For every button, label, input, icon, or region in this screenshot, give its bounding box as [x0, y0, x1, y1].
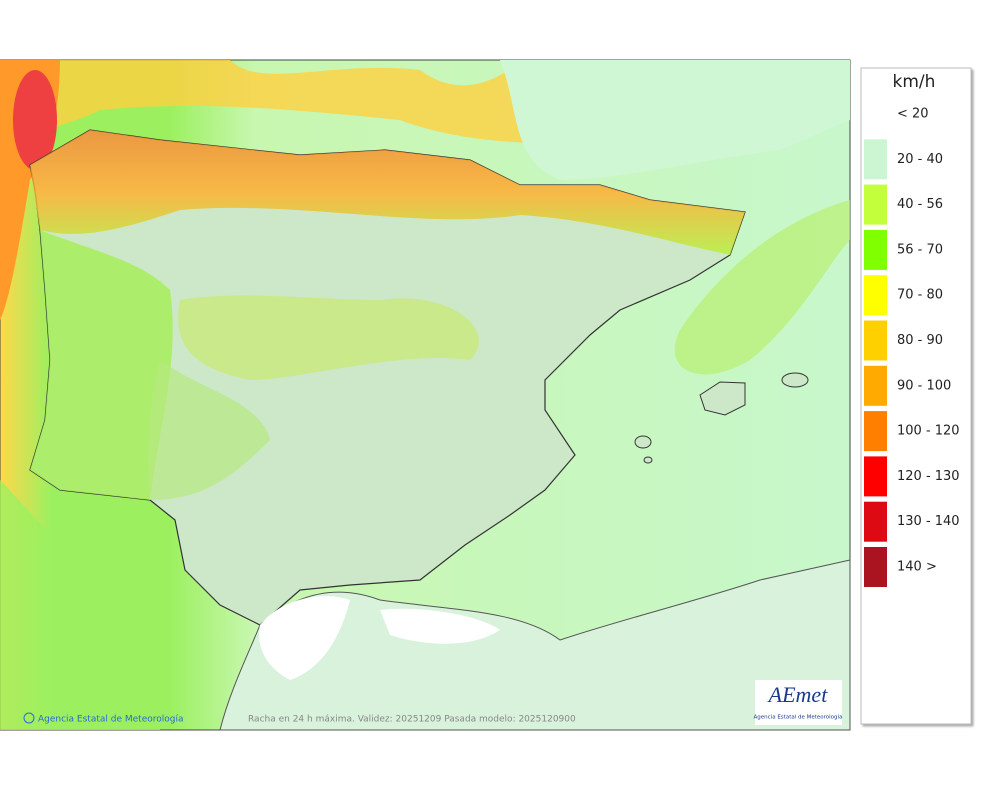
- legend-swatch: [864, 229, 887, 270]
- legend-swatch: [864, 411, 887, 452]
- legend-swatch: [864, 139, 887, 180]
- west-gusts: [148, 360, 270, 500]
- logo-box: [755, 680, 842, 725]
- legend-swatch: [864, 456, 887, 497]
- legend-swatch: [864, 365, 887, 406]
- gulf-gusts: [0, 480, 170, 730]
- logo-name: AEmet: [767, 682, 829, 707]
- legend-swatch: [864, 501, 887, 542]
- legend-label: 20 - 40: [897, 152, 943, 167]
- legend-swatch: [864, 184, 887, 225]
- calm-patch: [259, 596, 350, 680]
- copyright-icon: [23, 712, 35, 724]
- island: [781, 372, 809, 388]
- island: [643, 456, 653, 464]
- legend-label: 130 - 140: [897, 514, 960, 529]
- island: [634, 435, 652, 449]
- legend-label: 40 - 56: [897, 197, 943, 212]
- legend-label: 80 - 90: [897, 333, 943, 348]
- caption: Racha en 24 h máxima. Validez: 20251209 …: [248, 715, 576, 725]
- calm-area: [500, 60, 850, 180]
- legend-label: 56 - 70: [897, 242, 943, 257]
- credit: Agencia Estatal de Meteorología: [38, 715, 184, 725]
- legend-label: 140 >: [897, 560, 937, 575]
- map: Agencia Estatal de Meteorología Racha en…: [0, 59, 851, 731]
- legend-label: 100 - 120: [897, 424, 960, 439]
- med-band: [674, 200, 850, 375]
- plateau-gusts: [178, 295, 479, 380]
- island: [699, 381, 746, 416]
- legend-label: 120 - 130: [897, 469, 960, 484]
- legend-swatch: [864, 275, 887, 316]
- legend-title: km/h: [893, 72, 936, 92]
- legend-label: 70 - 80: [897, 288, 943, 303]
- legend-label: < 20: [897, 107, 929, 122]
- legend-swatch: [864, 547, 887, 587]
- africa: [219, 559, 851, 731]
- legend-label: 90 - 100: [897, 378, 951, 393]
- legend: km/h < 20 20 - 40 40 - 56 56 - 70 70 - 80 80 …: [860, 67, 972, 725]
- atlantic-peak: [13, 70, 57, 170]
- logo-subtitle: Agencia Estatal de Meteorología: [754, 714, 843, 721]
- north-coast-gusts: [30, 130, 745, 255]
- portugal-gusts: [30, 230, 173, 500]
- calm-patch: [380, 608, 500, 644]
- legend-swatch: [864, 320, 887, 361]
